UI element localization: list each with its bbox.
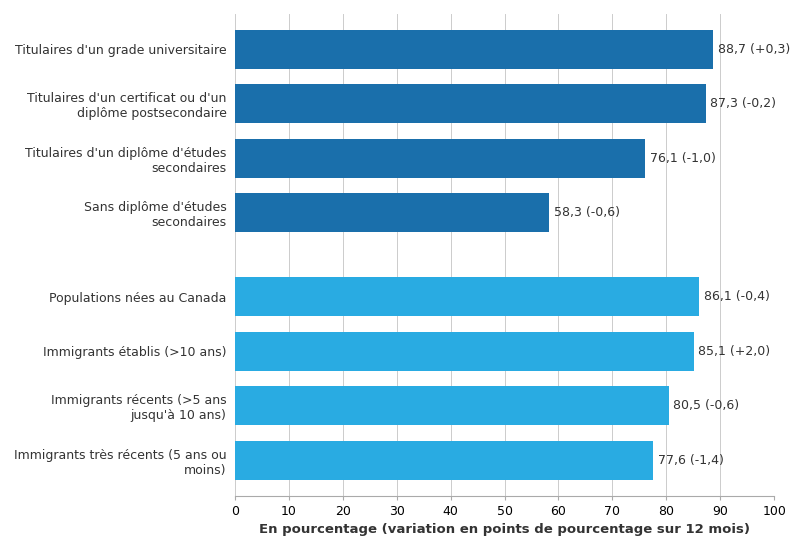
Bar	[235, 441, 654, 480]
Text: 85,1 (+2,0): 85,1 (+2,0)	[698, 345, 770, 358]
Bar	[235, 193, 550, 232]
X-axis label: En pourcentage (variation en points de pourcentage sur 12 mois): En pourcentage (variation en points de p…	[259, 523, 750, 536]
Text: 77,6 (-1,4): 77,6 (-1,4)	[658, 454, 723, 466]
Bar	[235, 30, 714, 69]
Text: 87,3 (-0,2): 87,3 (-0,2)	[710, 97, 776, 110]
Bar	[235, 332, 694, 371]
Text: 86,1 (-0,4): 86,1 (-0,4)	[703, 290, 770, 304]
Bar	[235, 84, 706, 123]
Text: 80,5 (-0,6): 80,5 (-0,6)	[674, 399, 739, 412]
Bar	[235, 386, 669, 425]
Text: 76,1 (-1,0): 76,1 (-1,0)	[650, 152, 715, 164]
Text: 88,7 (+0,3): 88,7 (+0,3)	[718, 43, 790, 56]
Bar	[235, 277, 699, 316]
Text: 58,3 (-0,6): 58,3 (-0,6)	[554, 206, 619, 219]
Bar	[235, 139, 646, 178]
